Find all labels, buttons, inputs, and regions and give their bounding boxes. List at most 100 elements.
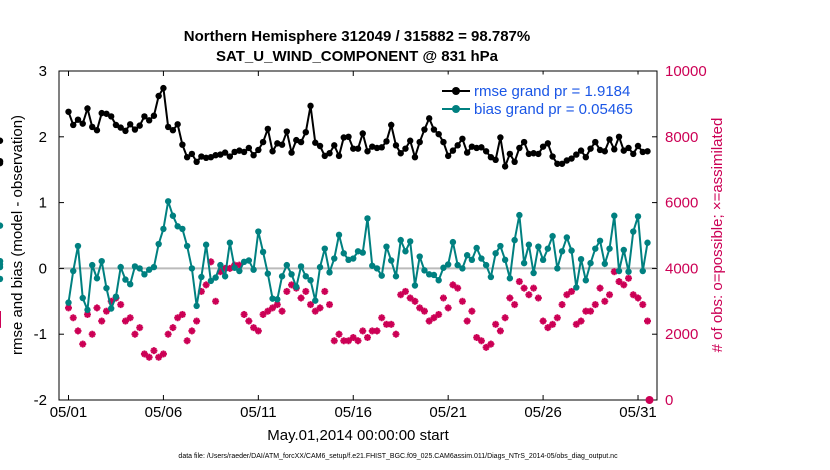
x-axis-label: May.01,2014 00:00:00 start [267, 427, 449, 444]
rmse-point [482, 148, 490, 155]
obs-marker-stroke [274, 301, 281, 308]
obs-marker-stroke [516, 278, 523, 285]
obs-marker-stroke [84, 311, 91, 318]
rmse-point [141, 113, 148, 120]
obs-assimilated-point [311, 307, 319, 315]
obs-marker-stroke [312, 308, 319, 315]
obs-assimilated-point [269, 304, 277, 312]
bias-point [558, 248, 566, 255]
obs-marker-stroke [535, 294, 542, 302]
bias-point [307, 277, 314, 284]
bias-point [93, 275, 101, 282]
obs-marker-stroke [278, 308, 286, 315]
obs-marker-stroke [639, 301, 646, 308]
obs-marker-stroke [127, 314, 134, 321]
bias-point [630, 228, 637, 235]
obs-assimilated-point [534, 294, 542, 302]
rmse-point [335, 152, 343, 160]
rmse-point [131, 126, 139, 133]
bias-point [402, 248, 409, 255]
obs-assimilated-point [420, 307, 428, 315]
bias-point [259, 248, 267, 256]
obs-marker-stroke [193, 317, 200, 325]
rmse-point [164, 123, 172, 131]
chart-title-line2: SAT_U_WIND_COMPONENT @ 831 hPa [216, 48, 499, 65]
obs-marker-stroke [373, 327, 381, 335]
bias-point [440, 264, 447, 271]
obs-assimilated-point [183, 337, 191, 345]
obs-marker-stroke [93, 304, 101, 312]
obs-assimilated-point [326, 301, 334, 309]
obs-marker-stroke [364, 334, 371, 341]
rmse-point [221, 149, 229, 156]
rmse-point [558, 160, 566, 167]
rmse-point [454, 142, 461, 149]
obs-assimilated-point [411, 297, 419, 305]
bias-point [236, 267, 243, 275]
obs-marker-stroke [435, 311, 442, 318]
rmse-point [630, 150, 637, 158]
bias-point [549, 232, 556, 240]
bias-point [577, 255, 585, 263]
obs-marker-stroke [563, 291, 570, 298]
obs-assimilated-point [297, 294, 305, 302]
obs-marker-stroke [430, 314, 438, 321]
bias-point [231, 264, 238, 271]
rmse-point [350, 145, 357, 152]
obs-assimilated-point [492, 320, 500, 328]
bias-point [126, 280, 134, 288]
obs-marker-stroke [506, 294, 514, 302]
obs-assimilated-point [430, 314, 438, 322]
obs-assimilated-point [164, 330, 172, 338]
rmse-point [122, 127, 129, 135]
bias-point [103, 284, 110, 292]
rmse-point [449, 147, 457, 154]
obs-assimilated-point [549, 320, 557, 328]
bias-point [615, 267, 623, 275]
rmse-point [312, 139, 319, 146]
rmse-point [554, 160, 561, 167]
obs-marker-stroke [426, 317, 433, 325]
bias-point [89, 261, 96, 269]
rmse-point [539, 143, 547, 150]
bias-point [70, 267, 77, 275]
obs-marker-stroke [89, 331, 96, 338]
rmse-point [373, 144, 381, 152]
y-tick-label: 3 [39, 63, 47, 80]
obs-assimilated-point [240, 310, 248, 318]
obs-marker-stroke [302, 288, 309, 295]
bias-point [183, 242, 191, 250]
obs-marker-stroke [487, 340, 495, 348]
obs-marker-stroke [378, 314, 385, 321]
obs-marker-stroke [202, 281, 210, 289]
obs-marker-stroke [587, 308, 594, 315]
obs-assimilated-point [226, 264, 234, 272]
legend-rmse-label: rmse grand pr = 1.9184 [474, 83, 630, 100]
bias-point [250, 266, 257, 273]
rmse-point [359, 130, 366, 137]
obs-assimilated-point [634, 294, 642, 302]
rmse-point [117, 124, 124, 131]
obs-assimilated-point [591, 301, 599, 309]
rmse-point [611, 146, 618, 153]
rmse-point [302, 128, 309, 136]
obs-marker-stroke [155, 354, 162, 361]
bias-point [644, 239, 651, 246]
bias-point [596, 237, 604, 244]
obs-marker-stroke [146, 354, 153, 361]
obs-assimilated-point [629, 291, 637, 299]
obs-assimilated-point [245, 317, 253, 325]
obs-assimilated-point [416, 304, 424, 312]
rmse-point [416, 138, 423, 146]
rmse-point [283, 128, 291, 135]
bias-point [468, 256, 476, 264]
obs-assimilated-point [606, 291, 614, 299]
obs-marker-stroke [445, 304, 452, 312]
obs-marker-stroke [369, 327, 376, 335]
obs-assimilated-point [378, 314, 386, 322]
rmse-point [582, 153, 590, 161]
obs-marker-stroke [473, 334, 480, 341]
obs-marker-stroke [345, 337, 352, 344]
x-tick-label: 05/16 [334, 404, 372, 421]
obs-assimilated-point [169, 324, 177, 332]
